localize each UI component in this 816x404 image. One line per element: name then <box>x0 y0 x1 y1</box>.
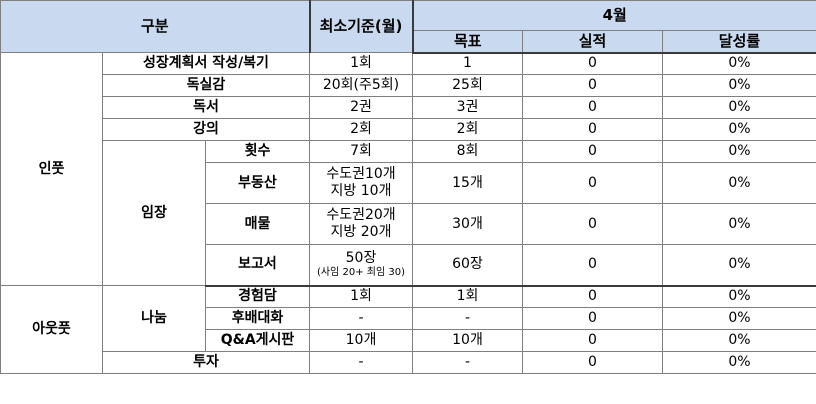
min-standard-line: 지방 10개 <box>330 183 392 199</box>
actual-cell: 0 <box>522 285 663 308</box>
group-imjang: 임장 <box>102 140 206 286</box>
header-target: 목표 <box>412 30 523 54</box>
actual-cell: 0 <box>522 203 663 245</box>
group-sharing: 나눔 <box>102 285 206 352</box>
actual-cell: 0 <box>522 329 663 352</box>
table-row: 후배대화 - - 0 0% <box>1 307 816 330</box>
item-label: 부동산 <box>205 162 310 204</box>
rate-cell: 0% <box>661 140 816 163</box>
group-input: 인풋 <box>0 52 103 286</box>
actual-cell: 0 <box>522 140 663 163</box>
table-row: 투자 - - 0 0% <box>1 351 816 374</box>
min-standard-line: 수도권10개 <box>326 166 396 182</box>
actual-cell: 0 <box>522 52 663 75</box>
min-standard-cell: 수도권20개 지방 20개 <box>309 203 413 245</box>
min-standard-cell: - <box>309 351 413 374</box>
target-cell: 25회 <box>412 74 523 97</box>
min-standard-cell: - <box>309 307 413 330</box>
min-standard-line: 지방 20개 <box>330 224 392 240</box>
rate-cell: 0% <box>661 74 816 97</box>
target-cell: 10개 <box>412 329 523 352</box>
actual-cell: 0 <box>522 244 663 287</box>
actual-cell: 0 <box>522 74 663 97</box>
rate-cell: 0% <box>661 244 816 287</box>
table-row: 보고서 50장 (사임 20+ 최임 30) 60장 0 0% <box>1 244 816 287</box>
min-standard-cell: 2회 <box>309 118 413 141</box>
item-label: 매물 <box>205 203 310 245</box>
actual-cell: 0 <box>522 307 663 330</box>
target-cell: 3권 <box>412 96 523 119</box>
rate-cell: 0% <box>661 203 816 245</box>
item-label: 강의 <box>102 118 310 141</box>
monthly-goal-table: 구분 최소기준(월) 4월 목표 실적 달성률 인풋 성장계획서 작성/복기 1… <box>0 0 816 374</box>
table-row: 독실감 20회(주5회) 25회 0 0% <box>1 74 816 97</box>
target-cell: - <box>412 351 523 374</box>
table-row: 강의 2회 2회 0 0% <box>1 118 816 141</box>
actual-cell: 0 <box>522 351 663 374</box>
rate-cell: 0% <box>661 285 816 308</box>
rate-cell: 0% <box>661 351 816 374</box>
actual-cell: 0 <box>522 162 663 204</box>
min-standard-cell: 1회 <box>309 52 413 75</box>
table-row: 부동산 수도권10개 지방 10개 15개 0 0% <box>1 162 816 204</box>
rate-cell: 0% <box>661 96 816 119</box>
item-label: 독실감 <box>102 74 310 97</box>
min-standard-cell: 7회 <box>309 140 413 163</box>
table-row: 매물 수도권20개 지방 20개 30개 0 0% <box>1 203 816 245</box>
item-label: 성장계획서 작성/복기 <box>102 52 310 75</box>
item-label: 투자 <box>102 351 310 374</box>
rate-cell: 0% <box>661 52 816 75</box>
table-row: 임장 횟수 7회 8회 0 0% <box>1 140 816 286</box>
item-label: 후배대화 <box>205 307 310 330</box>
item-label: 경험담 <box>205 285 310 308</box>
target-cell: - <box>412 307 523 330</box>
min-standard-cell: 50장 (사임 20+ 최임 30) <box>309 244 413 287</box>
table-row: 인풋 성장계획서 작성/복기 1회 1 0 0% <box>0 52 816 286</box>
actual-cell: 0 <box>522 118 663 141</box>
min-standard-note: (사임 20+ 최임 30) <box>317 267 405 279</box>
min-standard-line: 50장 <box>345 250 377 267</box>
target-cell: 30개 <box>412 203 523 245</box>
group-output: 아웃풋 <box>0 285 103 374</box>
item-label: 독서 <box>102 96 310 119</box>
min-standard-cell: 10개 <box>309 329 413 352</box>
rate-cell: 0% <box>661 329 816 352</box>
item-label: 횟수 <box>205 140 310 163</box>
target-cell: 1 <box>412 52 523 75</box>
min-standard-cell: 20회(주5회) <box>309 74 413 97</box>
item-label: Q&A게시판 <box>205 329 310 352</box>
min-standard-line: 수도권20개 <box>326 207 396 223</box>
header-min-standard: 최소기준(월) <box>309 0 414 53</box>
target-cell: 60장 <box>412 244 523 287</box>
min-standard-cell: 수도권10개 지방 10개 <box>309 162 413 204</box>
header-category: 구분 <box>0 0 311 53</box>
target-cell: 2회 <box>412 118 523 141</box>
min-standard-cell: 1회 <box>309 285 413 308</box>
rate-cell: 0% <box>661 307 816 330</box>
min-standard-cell: 2권 <box>309 96 413 119</box>
rate-cell: 0% <box>661 162 816 204</box>
header-actual: 실적 <box>522 30 663 54</box>
target-cell: 15개 <box>412 162 523 204</box>
header-achievement: 달성률 <box>661 30 816 54</box>
header-month: 4월 <box>411 0 816 31</box>
item-label: 보고서 <box>205 244 310 287</box>
rate-cell: 0% <box>661 118 816 141</box>
actual-cell: 0 <box>522 96 663 119</box>
target-cell: 8회 <box>412 140 523 163</box>
table-row: 아웃풋 나눔 경험담 1회 1회 0 0% <box>0 285 816 374</box>
table-row: 독서 2권 3권 0 0% <box>1 96 816 119</box>
target-cell: 1회 <box>412 285 523 308</box>
